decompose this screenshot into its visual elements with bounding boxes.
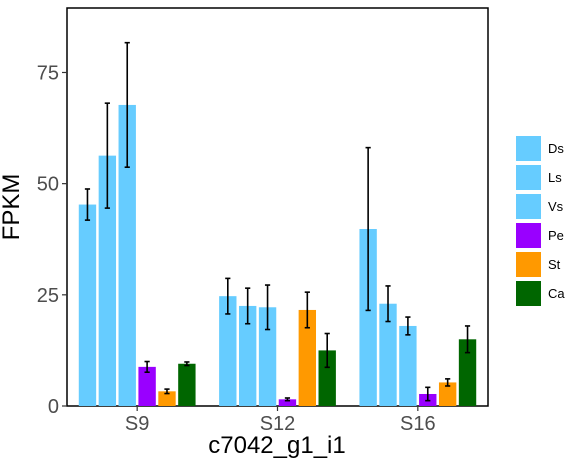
legend: Ds Ls Vs Pe St Ca [516, 136, 565, 306]
bar-pe-s9 [138, 366, 156, 406]
legend-label-vs: Vs [548, 199, 564, 214]
bar-ds-s16 [359, 229, 377, 406]
x-axis-title: c7042_g1_i1 [208, 432, 345, 459]
y-tick-label-0: 0 [48, 396, 59, 418]
y-tick-label-50: 50 [37, 174, 59, 196]
x-tick-label-s12: S12 [260, 413, 296, 435]
bar-ca-s9 [178, 363, 196, 406]
bars-layer [78, 104, 477, 406]
bar-ls-s9 [98, 155, 117, 406]
x-tick-label-s9: S9 [125, 413, 149, 435]
y-axis: 0 25 50 75 [37, 62, 67, 418]
x-axis: S9 S12 S16 [125, 406, 436, 435]
legend-key-vs [516, 194, 541, 219]
bar-ds-s9 [78, 204, 97, 406]
legend-label-st: St [548, 257, 561, 272]
bar-ds-s12 [219, 296, 237, 406]
bar-pe-s12 [278, 399, 297, 406]
x-tick-label-s16: S16 [400, 413, 436, 435]
legend-label-ca: Ca [548, 286, 565, 301]
bar-ca-s16 [458, 339, 477, 406]
error-bars-layer [84, 41, 471, 402]
legend-key-ls [516, 165, 541, 190]
legend-label-pe: Pe [548, 228, 564, 243]
legend-key-ds [516, 136, 541, 161]
y-tick-label-75: 75 [37, 62, 59, 84]
bar-vs-s16 [399, 325, 417, 406]
plot-panel [66, 7, 489, 407]
bar-ca-s12 [318, 350, 336, 406]
bar-vs-s9 [118, 104, 136, 406]
bar-ls-s12 [238, 305, 257, 406]
y-tick-label-25: 25 [37, 285, 59, 307]
y-axis-title: FPKM [0, 174, 25, 241]
legend-key-pe [516, 223, 541, 248]
bar-st-s9 [158, 391, 176, 406]
bar-st-s16 [438, 382, 457, 406]
bar-ls-s16 [379, 303, 397, 406]
bar-vs-s12 [258, 307, 277, 406]
legend-label-ls: Ls [548, 170, 562, 185]
legend-label-ds: Ds [548, 141, 564, 156]
bar-st-s12 [298, 309, 317, 406]
legend-key-ca [516, 281, 541, 306]
legend-key-st [516, 252, 541, 277]
